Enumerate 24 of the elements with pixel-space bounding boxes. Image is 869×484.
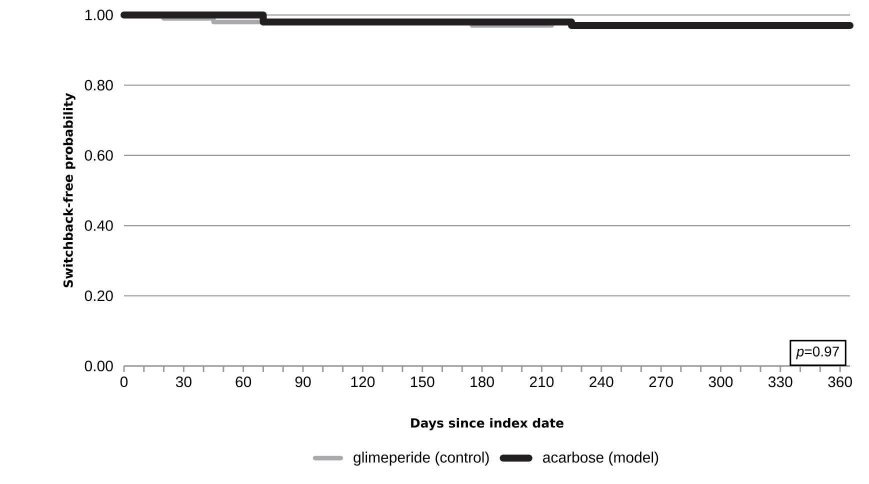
y-tick-label: 0.20 [84, 290, 113, 302]
legend-label: acarbose (model) [543, 452, 658, 466]
x-tick-label: 210 [530, 376, 554, 388]
x-tick-label: 0 [120, 376, 128, 388]
y-tick-label: 0.40 [84, 220, 113, 231]
y-axis-title: Switchback-free probability [63, 93, 76, 288]
x-tick-label: 240 [590, 376, 614, 388]
x-tick-label: 120 [351, 376, 375, 388]
x-tick-label: 180 [470, 376, 494, 388]
x-tick-label: 300 [708, 376, 733, 388]
y-tick-label: 0.80 [84, 80, 113, 90]
y-tick-label: 0.60 [84, 150, 113, 161]
legend-label: glimeperide (control) [354, 452, 489, 466]
x-tick-label: 360 [828, 376, 852, 388]
x-tick-label: 270 [649, 376, 673, 388]
annotation: p=0.97 [796, 346, 839, 360]
x-tick-label: 330 [768, 376, 792, 388]
x-tick-label: 60 [236, 376, 252, 388]
y-tick-label: 0.00 [84, 360, 113, 372]
y-tick-label: 1.00 [85, 10, 113, 20]
x-axis-title: Days since index date [411, 418, 564, 430]
x-tick-label: 30 [176, 376, 192, 388]
x-tick-label: 150 [410, 376, 434, 388]
x-tick-label: 90 [295, 376, 311, 388]
